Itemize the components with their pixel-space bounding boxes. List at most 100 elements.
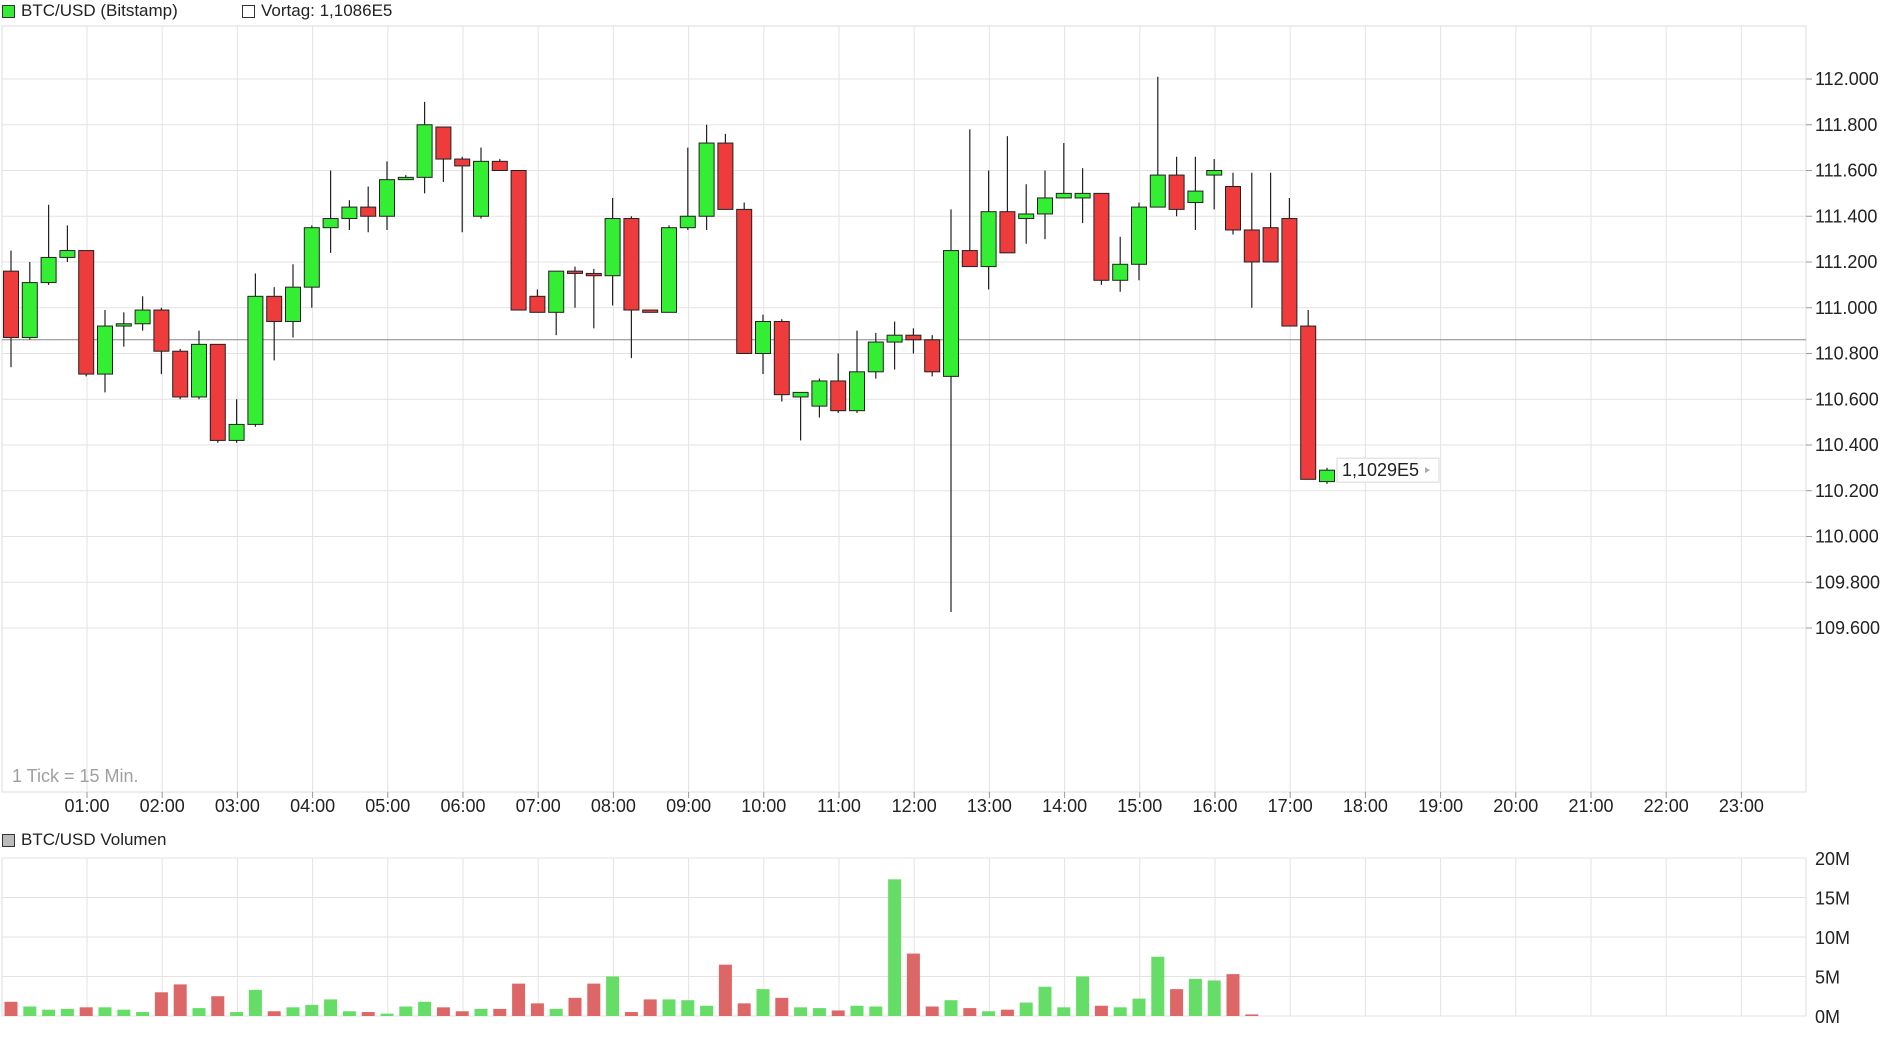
candle	[1093, 192, 1110, 285]
price-legend: BTC/USD (Bitstamp)	[2, 1, 178, 21]
volume-bar	[963, 1008, 977, 1016]
price-tick-label: 112.000	[1815, 69, 1879, 89]
interval-note: 1 Tick = 15 Min.	[12, 766, 139, 786]
candle	[397, 175, 414, 181]
candle	[1187, 156, 1204, 230]
volume-bar	[248, 989, 262, 1016]
candle-body-up	[134, 309, 151, 325]
volume-bar	[418, 1001, 432, 1016]
volume-bar	[1057, 1007, 1071, 1016]
volume-bar	[324, 999, 338, 1016]
time-tick-label: 16:00	[1192, 796, 1237, 816]
candle	[529, 289, 546, 313]
candle	[661, 225, 677, 313]
candle	[755, 314, 771, 375]
candle	[379, 161, 395, 230]
prev-close-swatch	[242, 4, 255, 18]
candle-body-up	[397, 176, 414, 181]
candle-body-down	[78, 250, 95, 375]
candle	[905, 328, 922, 354]
candle	[1037, 170, 1053, 240]
candle-body-up	[1319, 469, 1335, 483]
candle	[1168, 156, 1185, 217]
time-tick-label: 23:00	[1719, 796, 1764, 816]
price-tick-label: 111.200	[1815, 252, 1877, 272]
volume-bar	[718, 964, 732, 1016]
time-tick-label: 12:00	[892, 796, 937, 816]
candle-body-up	[1112, 263, 1129, 281]
candle-body-up	[1149, 174, 1166, 208]
axes-layer: 109.600 109.800 110.000 110.200 110.400 110.6…	[64, 69, 1880, 1027]
price-tick-label: 111.600	[1815, 161, 1877, 181]
volume-bar	[1000, 1009, 1014, 1016]
candle-body-up	[416, 124, 433, 178]
volume-bar	[700, 1005, 714, 1016]
volume-bar	[794, 1007, 808, 1016]
price-tick-label: 109.600	[1815, 618, 1880, 638]
candle	[266, 287, 283, 361]
candle	[1018, 184, 1035, 244]
time-tick-label: 21:00	[1568, 796, 1613, 816]
volume-bar	[230, 1012, 244, 1016]
candle-body-down	[961, 250, 978, 268]
price-tick-label: 110.800	[1815, 344, 1879, 364]
candle	[642, 309, 659, 313]
candle-body-down	[360, 206, 377, 217]
price-series-label: BTC/USD (Bitstamp)	[21, 1, 178, 20]
candle	[886, 321, 903, 370]
candle-body-up	[792, 391, 809, 398]
candle	[134, 296, 151, 331]
candle-body-up	[867, 341, 884, 373]
candle-body-down	[567, 270, 583, 274]
volume-bar	[982, 1011, 996, 1016]
candle-body-down	[529, 295, 546, 313]
volume-bar	[775, 997, 789, 1016]
volume-bar	[154, 992, 168, 1016]
time-tick-label: 18:00	[1343, 796, 1388, 816]
time-tick-label: 01:00	[64, 796, 109, 816]
candle	[1149, 76, 1166, 208]
candle-body-up	[21, 282, 38, 338]
candle	[1055, 143, 1072, 199]
price-legend-swatch	[2, 4, 15, 18]
candle	[830, 353, 847, 413]
candle	[717, 133, 734, 210]
candle	[736, 202, 753, 354]
volume-bar	[192, 1008, 206, 1016]
volume-bar	[286, 1007, 300, 1016]
volume-bar	[530, 1003, 544, 1016]
candle	[153, 307, 170, 375]
candle	[40, 204, 57, 285]
candle-body-up	[303, 227, 320, 288]
candle-body-down	[1225, 186, 1241, 231]
time-tick-label: 15:00	[1117, 796, 1162, 816]
candle	[322, 170, 339, 253]
volume-bar	[831, 1010, 845, 1016]
volume-bar	[42, 1009, 56, 1016]
candle-body-up	[811, 380, 828, 407]
candle	[1319, 467, 1335, 484]
time-tick-label: 04:00	[290, 796, 335, 816]
volume-bar	[906, 953, 920, 1016]
volume-series-label: BTC/USD Volumen	[21, 830, 167, 849]
candle	[97, 310, 113, 393]
candle-body-up	[473, 160, 489, 217]
candle	[303, 225, 320, 308]
time-tick-label: 05:00	[365, 796, 410, 816]
time-tick-label: 09:00	[666, 796, 711, 816]
candle	[491, 159, 508, 172]
volume-bar	[662, 999, 676, 1016]
candle-body-up	[97, 325, 113, 375]
volume-bar	[1094, 1005, 1108, 1016]
time-tick-label: 08:00	[591, 796, 636, 816]
candle	[999, 136, 1016, 254]
candle-body-down	[905, 334, 922, 341]
last-price-arrow-icon	[1425, 467, 1430, 474]
candle	[567, 266, 583, 308]
candle-body-up	[191, 343, 207, 398]
candle	[585, 268, 602, 329]
candle-body-down	[266, 295, 283, 322]
candle	[773, 319, 790, 402]
candle	[811, 378, 828, 418]
volume-bar	[850, 1005, 864, 1016]
